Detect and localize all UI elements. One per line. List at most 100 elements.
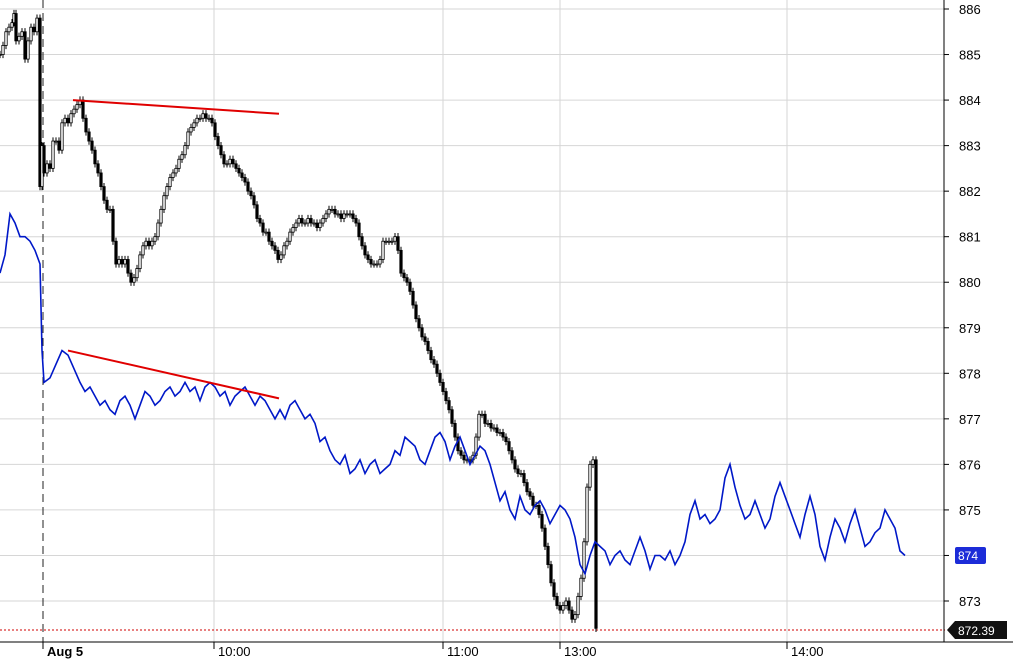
candle-body xyxy=(20,31,24,37)
candle-body xyxy=(567,600,571,611)
candle-body xyxy=(420,327,424,338)
candle-body xyxy=(453,422,457,438)
candle-body xyxy=(486,422,490,425)
candle-body xyxy=(564,600,568,606)
candle-body xyxy=(234,163,238,169)
candle-body xyxy=(198,117,202,120)
candle-body xyxy=(384,240,388,243)
candle-body xyxy=(339,213,343,219)
candle-body xyxy=(23,31,27,60)
candle-body xyxy=(60,122,64,151)
candle-body xyxy=(132,277,136,283)
candle-body xyxy=(447,400,451,411)
candle-body xyxy=(14,13,18,42)
candle-body xyxy=(438,372,442,383)
candle-body xyxy=(549,564,553,584)
candle-body xyxy=(336,213,340,216)
last-price-label: 872.39 xyxy=(958,624,995,638)
candle-body xyxy=(378,259,382,265)
candle-body xyxy=(423,336,427,342)
candle-body xyxy=(180,154,184,160)
candle-body xyxy=(324,213,328,219)
candle-body xyxy=(381,240,385,260)
candle-body xyxy=(297,218,301,224)
candle-body xyxy=(42,145,46,174)
candle-body xyxy=(369,259,373,265)
candle-body xyxy=(435,363,439,374)
candle-body xyxy=(138,254,142,269)
candle-body xyxy=(102,186,106,201)
candle-body xyxy=(45,163,49,174)
candle-body xyxy=(477,413,481,438)
candle-body xyxy=(165,186,169,197)
candle-body xyxy=(282,245,286,256)
candle-body xyxy=(351,213,355,219)
candle-body xyxy=(411,290,415,306)
candle-body xyxy=(459,450,463,456)
candle-body xyxy=(540,514,544,529)
y-tick-label: 884 xyxy=(959,93,981,108)
candle-body xyxy=(51,140,55,169)
candle-body xyxy=(303,222,307,225)
candle-body xyxy=(144,240,148,247)
y-tick-label: 877 xyxy=(959,412,981,427)
candle-body xyxy=(135,268,139,279)
indicator-tag-label: 874 xyxy=(958,549,978,563)
candle-body xyxy=(300,218,304,224)
candle-body xyxy=(147,240,151,247)
candle-body xyxy=(375,263,379,266)
candle-body xyxy=(390,240,394,243)
candle-body xyxy=(216,136,220,147)
candle-body xyxy=(291,227,295,233)
candle-body xyxy=(225,163,229,166)
candle-body xyxy=(576,596,580,616)
candle-body xyxy=(207,117,211,120)
y-tick-label: 886 xyxy=(959,2,981,17)
candle-body xyxy=(1,45,5,55)
candle-body xyxy=(108,208,112,211)
x-axis-labels: Aug 5 10:00 11:00 13:00 14:00 xyxy=(47,644,824,659)
candle-body xyxy=(183,145,187,156)
candle-body xyxy=(210,117,214,124)
candle-body xyxy=(129,272,133,283)
candle-body xyxy=(348,213,352,216)
candle-body xyxy=(288,231,292,242)
candle-body xyxy=(90,140,94,151)
candle-body xyxy=(189,127,193,133)
candle-body xyxy=(120,259,124,265)
candle-body xyxy=(114,240,118,265)
candle-body xyxy=(243,177,247,183)
candle-body xyxy=(516,468,520,474)
candle-body xyxy=(201,113,205,119)
candle-body xyxy=(546,545,550,565)
candle-body xyxy=(537,504,541,515)
candle-body xyxy=(276,249,280,260)
candle-body xyxy=(513,459,517,470)
candle-body xyxy=(204,113,208,119)
candle-body xyxy=(474,436,478,456)
y-tick-label: 885 xyxy=(959,48,981,63)
candle-body xyxy=(57,140,61,151)
candle-body xyxy=(84,117,88,133)
candle-body xyxy=(69,113,73,124)
candle-body xyxy=(432,359,436,365)
candle-body xyxy=(429,350,433,361)
candle-body xyxy=(246,181,250,192)
candle-body xyxy=(63,117,67,124)
candle-body xyxy=(489,422,493,429)
candle-body xyxy=(195,117,199,124)
candle-body xyxy=(186,131,190,147)
y-tick-label: 880 xyxy=(959,275,981,290)
candle-body xyxy=(279,254,283,260)
candle-body xyxy=(306,218,310,224)
candle-body xyxy=(588,463,592,488)
y-tick-label: 878 xyxy=(959,366,981,381)
candle-body xyxy=(123,259,127,265)
candle-body xyxy=(483,413,487,424)
candle-body xyxy=(29,26,33,42)
candle-body xyxy=(333,208,337,215)
candle-body xyxy=(552,582,556,597)
